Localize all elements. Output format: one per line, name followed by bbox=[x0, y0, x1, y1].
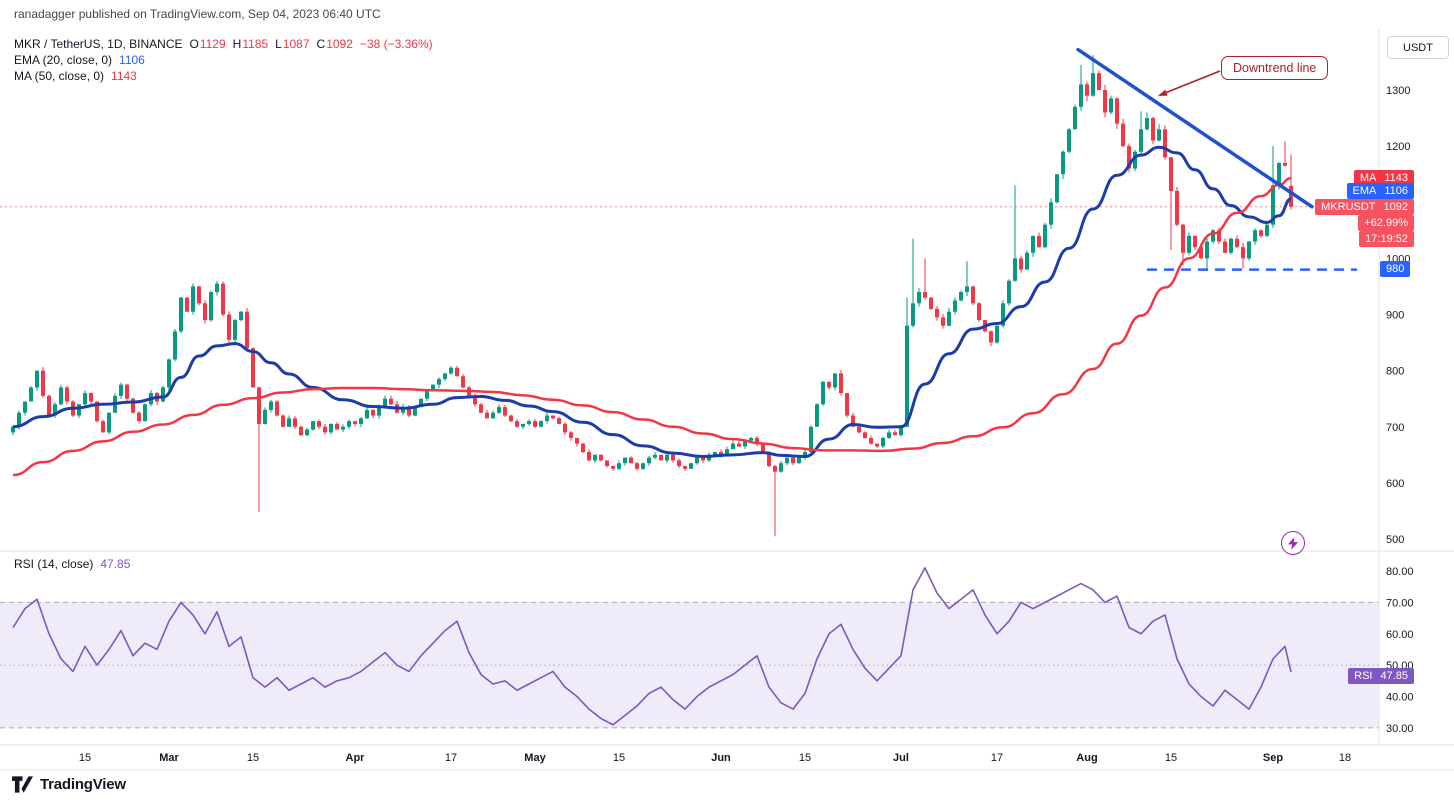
svg-text:500: 500 bbox=[1386, 534, 1404, 546]
chart-legend: MKR / TetherUS, 1D, BINANCE O 1129 H 1185 … bbox=[14, 36, 433, 84]
svg-text:1300: 1300 bbox=[1386, 85, 1410, 97]
tradingview-logo-icon bbox=[12, 776, 33, 793]
ma-badge-value: 1143 bbox=[1384, 172, 1408, 184]
symbol-title[interactable]: MKR / TetherUS, 1D, BINANCE bbox=[14, 37, 183, 51]
svg-text:700: 700 bbox=[1386, 422, 1404, 434]
ohlc-low-value: 1087 bbox=[282, 37, 310, 51]
ohlc-close-label: C bbox=[316, 37, 326, 51]
annotation-arrow bbox=[1159, 70, 1221, 96]
svg-text:70.00: 70.00 bbox=[1386, 597, 1414, 609]
support-level-badge: 980 bbox=[1380, 261, 1411, 277]
svg-text:30.00: 30.00 bbox=[1386, 723, 1414, 735]
last-price-value: 1092 bbox=[1383, 201, 1408, 213]
svg-text:Jun: Jun bbox=[711, 752, 731, 764]
svg-text:May: May bbox=[524, 752, 546, 764]
ohlc-open-value: 1129 bbox=[199, 37, 226, 51]
svg-text:17: 17 bbox=[445, 752, 457, 764]
svg-text:Jul: Jul bbox=[893, 752, 909, 764]
ohlc-low-label: L bbox=[275, 37, 282, 51]
rsi-badge-tag: RSI bbox=[1354, 670, 1373, 682]
ema-legend-row: EMA (20, close, 0) 1106 bbox=[14, 52, 433, 68]
svg-text:80.00: 80.00 bbox=[1386, 566, 1414, 578]
last-price-badge: MKRUSDT 1092 bbox=[1315, 199, 1414, 215]
idea-flash-button[interactable] bbox=[1281, 531, 1305, 555]
svg-text:60.00: 60.00 bbox=[1386, 629, 1414, 641]
rsi-badge-value: 47.85 bbox=[1380, 670, 1408, 682]
currency-toggle-button[interactable]: USDT bbox=[1387, 36, 1449, 59]
svg-text:Sep: Sep bbox=[1263, 752, 1283, 764]
downtrend-annotation-label[interactable]: Downtrend line bbox=[1221, 56, 1329, 80]
svg-text:40.00: 40.00 bbox=[1386, 692, 1414, 704]
ohlc-high-value: 1185 bbox=[242, 37, 269, 51]
candle-countdown-badge: 17:19:52 bbox=[1359, 231, 1414, 247]
ema-indicator-label[interactable]: EMA (20, close, 0) bbox=[14, 53, 113, 67]
symbol-badge-tag: MKRUSDT bbox=[1321, 201, 1376, 213]
svg-text:Aug: Aug bbox=[1076, 752, 1097, 764]
rsi-line bbox=[12, 567, 1292, 726]
ma-indicator-label[interactable]: MA (50, close, 0) bbox=[14, 69, 105, 83]
price-axis-labels: 1300120011001000900800700600500 bbox=[1386, 85, 1410, 546]
downtrend-line bbox=[1076, 47, 1314, 209]
ohlc-change-value: −38 (−3.36%) bbox=[359, 37, 433, 51]
rsi-legend-row: RSI (14, close) 47.85 bbox=[14, 556, 130, 572]
ema-indicator-value: 1106 bbox=[119, 53, 145, 67]
svg-text:600: 600 bbox=[1386, 478, 1404, 490]
attribution-text: ranadagger published on TradingView.com,… bbox=[14, 7, 381, 21]
ema-line bbox=[12, 145, 1292, 458]
lightning-icon bbox=[1287, 536, 1298, 550]
svg-text:Mar: Mar bbox=[159, 752, 179, 764]
svg-text:15: 15 bbox=[1165, 752, 1177, 764]
svg-text:1200: 1200 bbox=[1386, 141, 1410, 153]
time-axis-labels: 15 Mar 15 Apr 17 May 15 Jun 15 Jul 17 Aug 15 Sep 18 bbox=[79, 752, 1351, 764]
rsi-indicator-label[interactable]: RSI (14, close) bbox=[14, 557, 94, 571]
attribution-bar: ranadagger published on TradingView.com,… bbox=[0, 0, 1454, 28]
ma-line bbox=[12, 176, 1292, 477]
svg-text:800: 800 bbox=[1386, 366, 1404, 378]
ma-badge-tag: MA bbox=[1359, 172, 1377, 184]
svg-text:17: 17 bbox=[991, 752, 1003, 764]
ema-price-badge: EMA 1106 bbox=[1346, 183, 1414, 199]
svg-text:900: 900 bbox=[1386, 310, 1404, 322]
ohlc-open-label: O bbox=[189, 37, 199, 51]
svg-text:Apr: Apr bbox=[346, 752, 366, 764]
ohlc-high-label: H bbox=[232, 37, 242, 51]
ema-badge-value: 1106 bbox=[1384, 185, 1408, 197]
annotation-arrowhead bbox=[1158, 89, 1168, 96]
candles-layer bbox=[11, 55, 1293, 537]
ma-price-badge: MA 1143 bbox=[1353, 170, 1414, 186]
rsi-indicator-value: 47.85 bbox=[100, 557, 131, 571]
svg-text:15: 15 bbox=[799, 752, 811, 764]
ema-badge-tag: EMA bbox=[1352, 185, 1377, 197]
ma-legend-row: MA (50, close, 0) 1143 bbox=[14, 68, 433, 84]
svg-text:15: 15 bbox=[79, 752, 91, 764]
ma-indicator-value: 1143 bbox=[111, 69, 137, 83]
footer-brand[interactable]: TradingView bbox=[12, 776, 126, 793]
svg-text:15: 15 bbox=[613, 752, 625, 764]
svg-text:15: 15 bbox=[247, 752, 259, 764]
symbol-legend-row: MKR / TetherUS, 1D, BINANCE O 1129 H 1185 … bbox=[14, 36, 433, 52]
tradingview-brand-text: TradingView bbox=[40, 776, 126, 793]
price-change-badge: +62.99% bbox=[1358, 215, 1414, 231]
rsi-value-badge: RSI 47.85 bbox=[1348, 668, 1414, 684]
ohlc-close-value: 1092 bbox=[326, 37, 353, 51]
svg-text:18: 18 bbox=[1339, 752, 1351, 764]
